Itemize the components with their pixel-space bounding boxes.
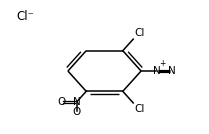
Text: N: N xyxy=(73,97,81,107)
Text: Cl: Cl xyxy=(134,104,145,114)
Text: Cl⁻: Cl⁻ xyxy=(17,10,35,23)
Text: O: O xyxy=(73,107,81,117)
Text: +: + xyxy=(159,59,166,68)
Text: Cl: Cl xyxy=(134,28,145,38)
Text: O: O xyxy=(57,97,65,107)
Text: N: N xyxy=(167,66,175,76)
Text: N: N xyxy=(153,66,161,76)
